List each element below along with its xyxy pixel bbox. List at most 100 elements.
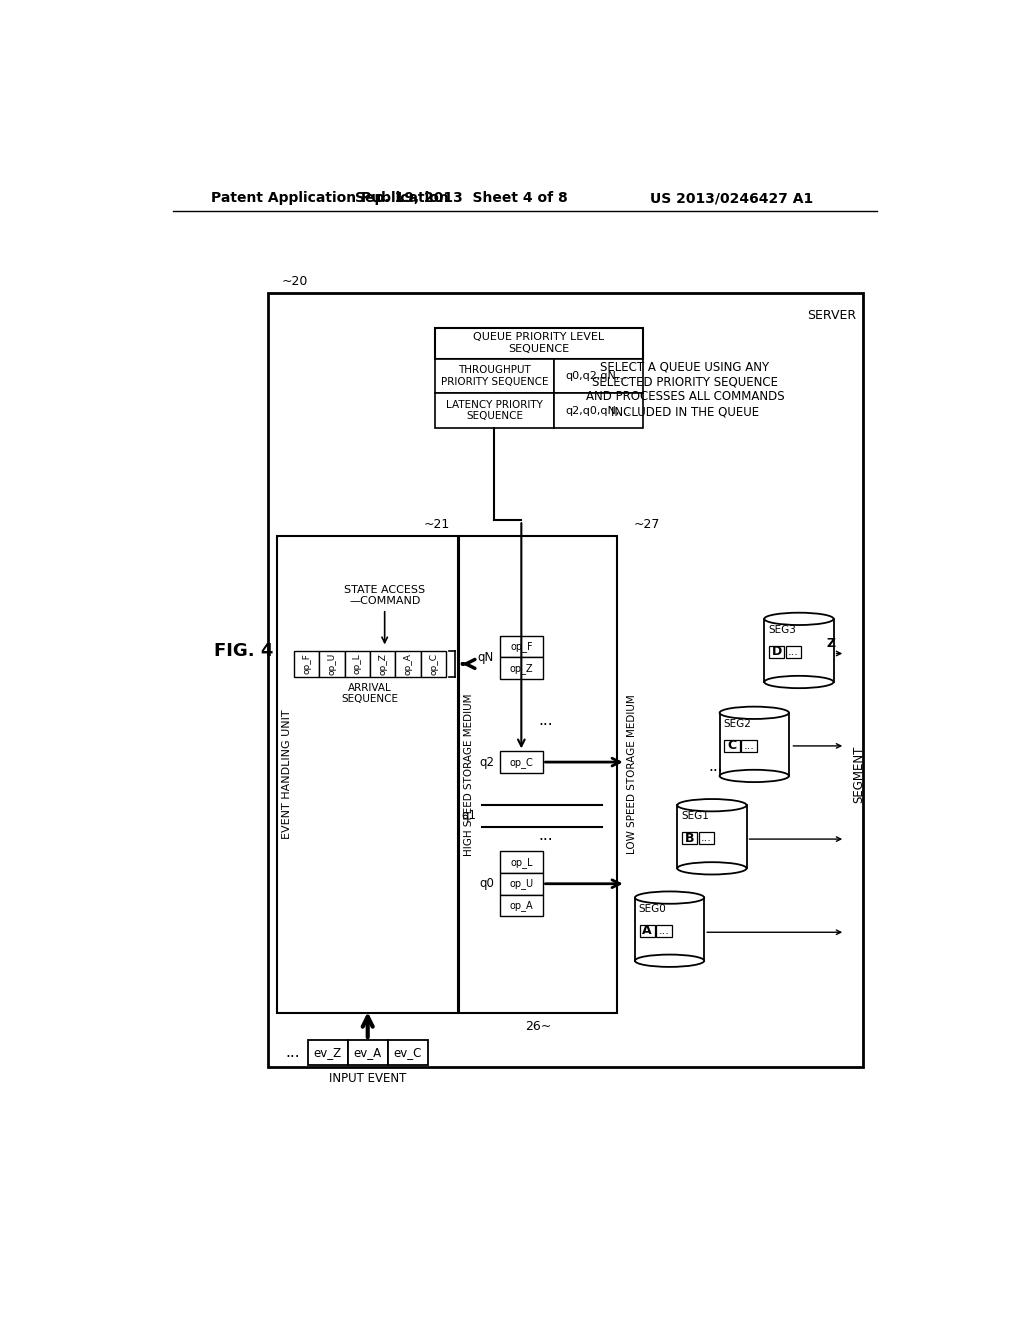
Text: q0,q2,qN,…: q0,q2,qN,…	[565, 371, 631, 381]
Text: LOW SPEED STORAGE MEDIUM: LOW SPEED STORAGE MEDIUM	[627, 694, 637, 854]
FancyBboxPatch shape	[622, 536, 854, 1014]
Bar	[554, 393, 643, 428]
Bar	[276, 536, 458, 1014]
Bar	[267, 293, 863, 1067]
Bar	[500, 657, 543, 678]
Text: THROUGHPUT
PRIORITY SEQUENCE: THROUGHPUT PRIORITY SEQUENCE	[440, 366, 548, 387]
Text: A: A	[642, 924, 652, 937]
Text: op_A: op_A	[403, 653, 413, 675]
Text: Z: Z	[826, 638, 836, 649]
Ellipse shape	[720, 706, 788, 719]
Text: Sep. 19, 2013  Sheet 4 of 8: Sep. 19, 2013 Sheet 4 of 8	[355, 191, 568, 206]
Text: SEG2: SEG2	[724, 719, 752, 729]
Text: qN: qN	[478, 651, 494, 664]
Bar	[370, 651, 395, 677]
Bar	[785, 645, 801, 659]
Bar	[635, 898, 705, 961]
Text: ...: ...	[658, 925, 670, 936]
Bar	[421, 651, 446, 677]
Text: op_L: op_L	[353, 653, 361, 675]
Text: EVENT HANDLING UNIT: EVENT HANDLING UNIT	[282, 710, 292, 840]
Text: QUEUE PRIORITY LEVEL
SEQUENCE: QUEUE PRIORITY LEVEL SEQUENCE	[473, 333, 604, 354]
Ellipse shape	[635, 954, 705, 966]
Text: D: D	[771, 645, 781, 659]
Text: C: C	[727, 739, 736, 752]
Bar	[500, 873, 543, 895]
Bar	[720, 713, 788, 776]
Text: op_Z: op_Z	[510, 663, 534, 673]
Bar	[500, 751, 543, 774]
Bar	[769, 645, 784, 659]
Text: op_F: op_F	[510, 642, 532, 652]
Bar	[435, 359, 554, 393]
Bar	[435, 393, 554, 428]
Text: q0: q0	[479, 878, 494, 890]
Text: ev_A: ev_A	[353, 1045, 382, 1059]
Text: op_Z: op_Z	[378, 653, 387, 675]
Text: ...: ...	[709, 759, 723, 775]
Bar	[677, 805, 746, 869]
Bar	[698, 832, 714, 845]
Text: 26~: 26~	[525, 1020, 551, 1034]
Bar	[348, 1040, 388, 1065]
Text: LATENCY PRIORITY
SEQUENCE: LATENCY PRIORITY SEQUENCE	[445, 400, 543, 421]
Text: US 2013/0246427 A1: US 2013/0246427 A1	[649, 191, 813, 206]
Text: op_U: op_U	[328, 653, 337, 675]
Ellipse shape	[764, 676, 834, 688]
Text: ARRIVAL
SEQUENCE: ARRIVAL SEQUENCE	[342, 682, 398, 705]
Bar	[724, 739, 739, 752]
Text: —COMMAND: —COMMAND	[349, 597, 420, 606]
Ellipse shape	[764, 612, 834, 626]
Bar	[500, 895, 543, 916]
Text: q2,q0,qN,…: q2,q0,qN,…	[565, 405, 631, 416]
Text: B: B	[685, 832, 694, 845]
Bar	[435, 327, 643, 359]
Bar	[500, 636, 543, 657]
Text: op_A: op_A	[510, 900, 534, 911]
Bar	[460, 536, 617, 1014]
Text: ~27: ~27	[634, 517, 659, 531]
Text: SEG3: SEG3	[768, 626, 796, 635]
Ellipse shape	[635, 891, 705, 904]
Text: SELECT A QUEUE USING ANY
SELECTED PRIORITY SEQUENCE
AND PROCESSES ALL COMMANDS
I: SELECT A QUEUE USING ANY SELECTED PRIORI…	[586, 360, 784, 418]
Text: ev_Z: ev_Z	[313, 1045, 342, 1059]
Bar	[764, 619, 834, 682]
Text: HIGH SPEED STORAGE MEDIUM: HIGH SPEED STORAGE MEDIUM	[464, 693, 474, 855]
Bar	[682, 832, 697, 845]
Text: ...: ...	[539, 713, 553, 729]
Text: INPUT EVENT: INPUT EVENT	[329, 1072, 407, 1085]
Bar	[319, 651, 345, 677]
Text: op_C: op_C	[429, 653, 438, 675]
Text: q1: q1	[461, 809, 476, 822]
Text: op_C: op_C	[510, 756, 534, 767]
Text: op_F: op_F	[302, 653, 311, 675]
Ellipse shape	[720, 770, 788, 781]
Text: ~20: ~20	[282, 275, 308, 288]
Bar	[500, 851, 543, 873]
Text: ~21: ~21	[424, 519, 451, 532]
Bar	[554, 359, 643, 393]
Text: FIG. 4: FIG. 4	[214, 643, 273, 660]
Text: op_L: op_L	[510, 857, 532, 867]
Bar	[345, 651, 370, 677]
Bar	[307, 1040, 348, 1065]
Ellipse shape	[677, 799, 746, 812]
Text: STATE ACCESS: STATE ACCESS	[344, 585, 425, 594]
Text: SEG0: SEG0	[639, 904, 667, 913]
Text: ...: ...	[285, 1045, 300, 1060]
Bar	[294, 651, 319, 677]
Bar	[388, 1040, 428, 1065]
Bar	[656, 924, 672, 937]
Text: ...: ...	[788, 647, 799, 657]
Bar	[395, 651, 421, 677]
Text: op_U: op_U	[509, 878, 534, 890]
Text: q2: q2	[479, 755, 494, 768]
Bar	[640, 924, 655, 937]
Text: ...: ...	[701, 833, 712, 843]
Text: Patent Application Publication: Patent Application Publication	[211, 191, 450, 206]
Text: SEGMENT: SEGMENT	[852, 746, 865, 803]
Bar	[741, 739, 757, 752]
Text: SERVER: SERVER	[808, 309, 857, 322]
Ellipse shape	[677, 862, 746, 875]
Text: ev_C: ev_C	[393, 1045, 422, 1059]
